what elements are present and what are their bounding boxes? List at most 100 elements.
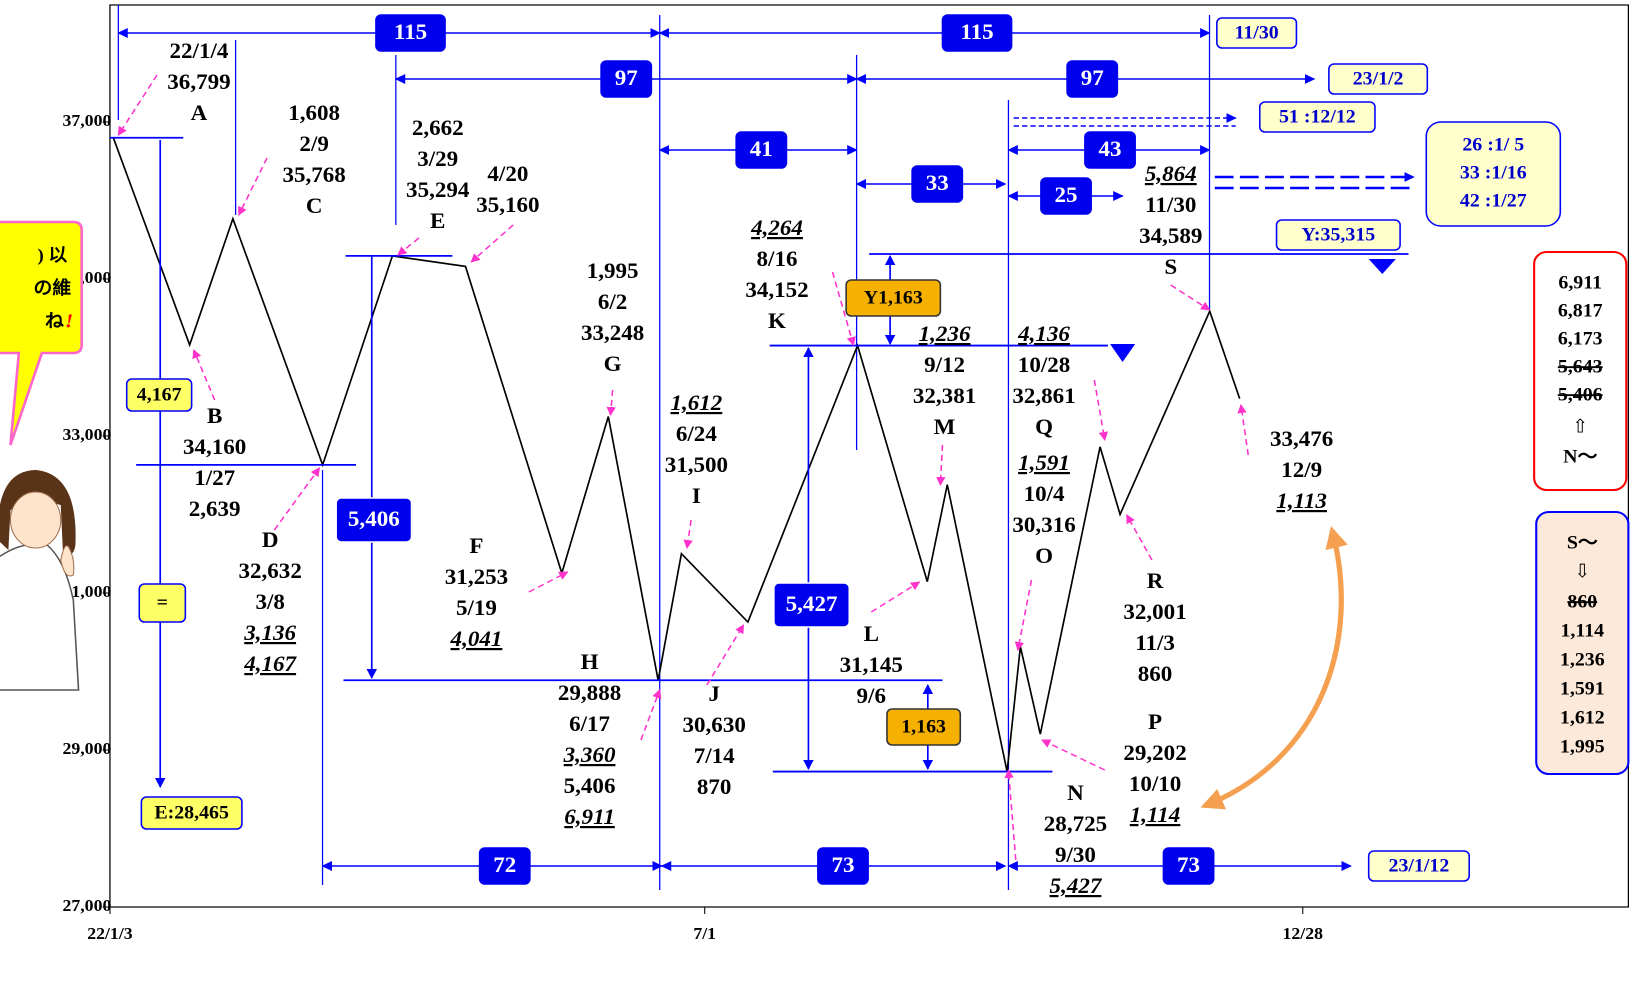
- point-date: 9/30: [1055, 843, 1096, 867]
- value-label: 30,316: [1012, 513, 1075, 537]
- point-label: P: [1148, 710, 1162, 734]
- e-level: E:28,465: [154, 803, 229, 824]
- pointer: [529, 572, 568, 592]
- cycle-arrow: [1204, 530, 1341, 806]
- point-note: 1,236: [919, 322, 972, 346]
- pointer: [1094, 380, 1104, 440]
- point-note: 5,427: [1050, 874, 1103, 898]
- point-date: 3/29: [417, 147, 458, 171]
- point-note: 3,360: [563, 743, 616, 767]
- n-value: 6,911: [1558, 273, 1602, 294]
- point-label: M: [934, 415, 956, 439]
- value-label: 32,381: [913, 384, 976, 408]
- value-label: 32,001: [1123, 600, 1186, 624]
- value-label: 32,861: [1012, 384, 1075, 408]
- s-value: 1,995: [1560, 737, 1605, 758]
- point-label: F: [469, 534, 483, 558]
- bubble-text: ね: [45, 312, 64, 332]
- point-date: 11/3: [1135, 631, 1175, 655]
- point-date: 9/6: [857, 684, 886, 708]
- point-date: 9/12: [924, 353, 965, 377]
- point-label: D: [262, 528, 279, 552]
- point-label: I: [692, 484, 701, 508]
- value-label: 30,630: [683, 713, 746, 737]
- point-date: 6/24: [676, 422, 717, 446]
- value-label: 31,253: [445, 565, 508, 589]
- point-label: K: [768, 309, 786, 333]
- point-label: A: [191, 101, 208, 125]
- s-head: S〜: [1567, 533, 1599, 554]
- n-value: 5,406: [1558, 385, 1603, 406]
- forecast-text: 33 :1/16: [1460, 163, 1527, 184]
- value-label: 33,476: [1270, 427, 1333, 451]
- point-label: O: [1035, 544, 1053, 568]
- x-tick-label: 12/28: [1283, 923, 1324, 943]
- point-note: 4,041: [450, 627, 503, 651]
- value-label: 34,589: [1139, 224, 1202, 248]
- n-value: 5,643: [1558, 357, 1603, 378]
- pointer: [1042, 740, 1105, 770]
- point-note: 2,639: [189, 497, 241, 521]
- forecast-text: 42 :1/27: [1460, 191, 1527, 212]
- point-date: 5/19: [456, 596, 497, 620]
- range-label: 4,167: [137, 385, 182, 406]
- pointer: [1018, 580, 1032, 650]
- value-label: 34,152: [745, 278, 808, 302]
- point-label: E: [430, 209, 445, 233]
- s-value: 860: [1567, 592, 1597, 613]
- span-label: 72: [493, 853, 516, 877]
- pointer: [274, 468, 319, 530]
- range-label: 5,406: [348, 507, 400, 531]
- chart: 27,00029,00031,00033,00035,00037,00022/1…: [0, 0, 1642, 992]
- point-label: H: [581, 650, 599, 674]
- triangle: [1110, 344, 1135, 362]
- value-label: 31,145: [840, 653, 903, 677]
- point-note: 1,995: [587, 259, 639, 283]
- s-value: 1,236: [1560, 650, 1605, 671]
- span-label: 43: [1099, 137, 1122, 161]
- point-note: 870: [697, 775, 732, 799]
- triangle: [1369, 259, 1396, 274]
- point-note: 1,591: [1018, 451, 1070, 475]
- y-tick-label: 29,000: [62, 738, 111, 758]
- span-label: 41: [750, 137, 773, 161]
- s-arrow: ⇩: [1574, 562, 1591, 583]
- point-note: 6,911: [564, 805, 615, 829]
- point-note: 4,167: [243, 652, 297, 676]
- point-label: G: [604, 352, 622, 376]
- n-value: 6,173: [1558, 329, 1603, 350]
- value-label: 28,725: [1044, 812, 1107, 836]
- figure-face: [10, 492, 60, 548]
- point-note: 1,612: [670, 391, 722, 415]
- point-date: 10/28: [1018, 353, 1070, 377]
- n-head: N〜: [1563, 447, 1598, 468]
- bubble-text: の維: [34, 278, 72, 299]
- n-arrow: ⇧: [1572, 417, 1589, 438]
- pointer: [940, 445, 942, 485]
- point-label: S: [1164, 255, 1177, 279]
- range-label: 5,427: [786, 592, 838, 616]
- s-value: 1,591: [1560, 679, 1605, 700]
- bubble-text: !: [65, 311, 73, 332]
- value-label: 36,799: [167, 70, 230, 94]
- point-note: 5,864: [1145, 162, 1197, 186]
- bubble-text: ) 以: [37, 246, 67, 267]
- point-label: L: [864, 622, 879, 646]
- span-label: 33: [926, 171, 949, 195]
- point-label: N: [1067, 781, 1084, 805]
- point-label: C: [306, 194, 323, 218]
- point-date: 11/30: [1145, 193, 1196, 217]
- span-label: 97: [1081, 66, 1104, 90]
- value-label: 29,202: [1123, 741, 1186, 765]
- x-tick-label: 22/1/3: [87, 923, 133, 943]
- value-label: 29,888: [558, 681, 621, 705]
- point-date: 3/8: [255, 590, 284, 614]
- point-label: R: [1147, 569, 1164, 593]
- pointer: [871, 582, 919, 612]
- point-date: 4/20: [487, 162, 528, 186]
- span-label: 73: [831, 853, 854, 877]
- s-value: 1,114: [1560, 621, 1604, 642]
- pointer: [611, 390, 613, 415]
- point-date: 10/10: [1129, 772, 1181, 796]
- span-label: 97: [615, 66, 638, 90]
